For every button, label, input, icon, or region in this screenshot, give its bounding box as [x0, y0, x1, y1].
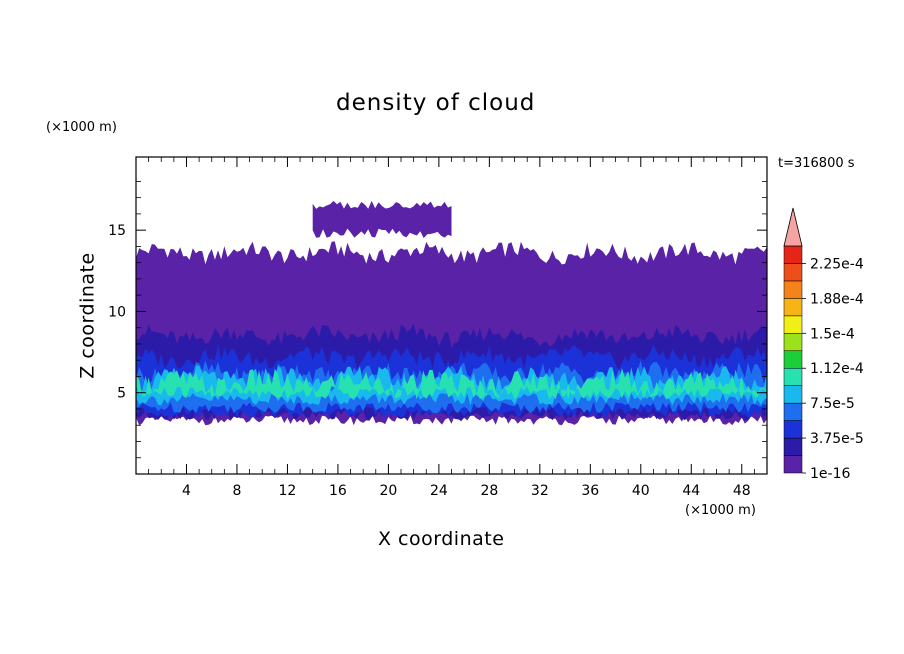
colorbar-swatch-0: [783, 455, 803, 474]
colorbar-label-4: 1.5e-4: [810, 326, 855, 342]
colorbar-swatch-2: [783, 420, 803, 439]
colorbar-swatch-7: [783, 333, 803, 352]
colorbar-over-arrow: [783, 207, 803, 247]
colorbar-swatch-1: [783, 437, 803, 456]
colorbar-swatch-3: [783, 402, 803, 421]
y-tick-label-5: 5: [117, 386, 126, 402]
contour-band-5: [136, 368, 767, 400]
x-tick-label-36: 36: [581, 483, 599, 499]
colorbar-label-3: 1.12e-4: [810, 361, 864, 377]
x-tick-label-12: 12: [279, 483, 297, 499]
x-axis-unit: (×1000 m): [685, 503, 756, 518]
x-tick-label-32: 32: [531, 483, 549, 499]
x-tick-label-40: 40: [632, 483, 650, 499]
x-tick-label-20: 20: [379, 483, 397, 499]
y-axis-unit: (×1000 m): [46, 120, 117, 135]
colorbar-swatch-9: [783, 298, 803, 317]
x-tick-label-44: 44: [682, 483, 700, 499]
x-tick-label-48: 48: [733, 483, 751, 499]
y-axis-label: Z coordinate: [76, 252, 99, 379]
colorbar-swatch-8: [783, 315, 803, 334]
x-axis-label: X coordinate: [378, 528, 505, 550]
x-tick-label-16: 16: [329, 483, 347, 499]
colorbar-swatch-5: [783, 367, 803, 386]
colorbar-label-5: 1.88e-4: [810, 291, 864, 307]
x-tick-label-8: 8: [232, 483, 241, 499]
colorbar-label-2: 7.5e-5: [810, 396, 855, 412]
colorbar-swatch-11: [783, 263, 803, 282]
x-tick-label-24: 24: [430, 483, 448, 499]
colorbar-swatch-12: [783, 245, 803, 264]
colorbar-label-6: 2.25e-4: [810, 256, 864, 272]
y-tick-label-15: 15: [108, 223, 126, 239]
colorbar-label-0: 1e-16: [810, 466, 850, 482]
contour-layers: [136, 200, 767, 426]
colorbar-swatch-10: [783, 280, 803, 299]
x-tick-label-28: 28: [480, 483, 498, 499]
upper-cloud-blob: [312, 200, 452, 239]
chart-title: density of cloud: [336, 90, 536, 116]
time-label: t=316800 s: [778, 156, 855, 171]
colorbar-swatch-6: [783, 350, 803, 369]
y-tick-label-10: 10: [108, 304, 126, 320]
colorbar-swatch-4: [783, 385, 803, 404]
colorbar-label-1: 3.75e-5: [810, 431, 864, 447]
x-tick-label-4: 4: [182, 483, 191, 499]
